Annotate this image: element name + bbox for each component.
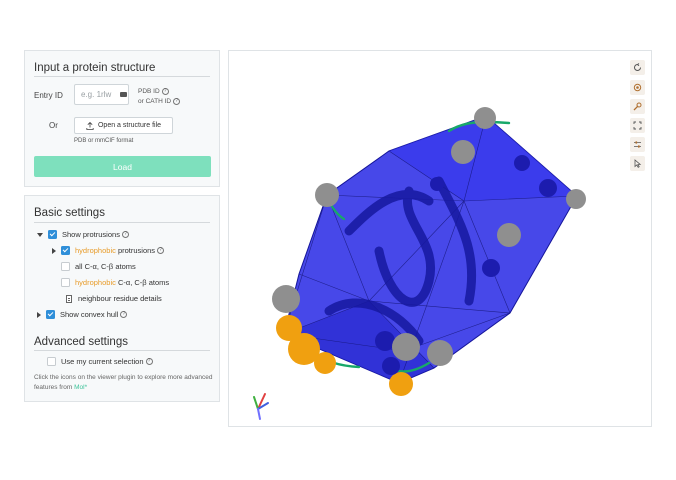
show-convex-hull-row[interactable]: Show convex hull ? <box>37 310 128 319</box>
document-icon <box>66 294 72 303</box>
axes-gizmo-icon <box>253 393 269 420</box>
entry-id-input[interactable] <box>74 84 129 105</box>
viewer-hint-text: Click the icons on the viewer plugin to … <box>34 373 214 393</box>
selection-mode-icon[interactable] <box>630 156 645 171</box>
molstar-viewer[interactable] <box>228 50 652 427</box>
orange-protrusion <box>288 333 320 365</box>
show-protrusions-row[interactable]: Show protrusions ? <box>37 230 129 239</box>
protrusions-label: protrusions <box>115 246 156 255</box>
hull-caret-icon[interactable] <box>37 311 41 318</box>
title-divider <box>34 76 210 77</box>
neighbour-details-label: neighbour residue details <box>78 294 162 303</box>
settings-panel: Basic settings Show protrusions ? hydrop… <box>24 195 220 402</box>
hydrophobic-keyword: hydrophobic <box>75 246 116 255</box>
input-panel-title: Input a protein structure <box>34 62 156 74</box>
advanced-settings-title: Advanced settings <box>34 336 128 348</box>
expand-icon[interactable] <box>630 118 645 133</box>
use-selection-checkbox[interactable] <box>47 357 56 366</box>
input-structure-panel: Input a protein structure Entry ID PDB I… <box>24 50 220 187</box>
all-atoms-checkbox[interactable] <box>61 262 70 271</box>
hull-help-icon[interactable]: ? <box>120 311 128 318</box>
open-file-label: Open a structure file <box>97 122 162 129</box>
advanced-divider <box>34 350 210 351</box>
all-atoms-label: all C-α, C-β atoms <box>75 262 136 271</box>
or-label: Or <box>49 121 58 130</box>
basic-settings-title: Basic settings <box>34 207 105 219</box>
reset-camera-icon[interactable] <box>630 60 645 75</box>
expand-caret-icon[interactable] <box>37 232 43 237</box>
settings-icon[interactable] <box>630 99 645 114</box>
hydrophobic-help-icon[interactable]: ? <box>157 247 165 254</box>
hydrophobic-atoms-keyword: hydrophobic <box>75 278 116 287</box>
show-convex-hull-label: Show convex hull <box>60 310 119 319</box>
pdb-id-hint: PDB ID? <box>138 87 169 96</box>
atoms-label: C-α, C-β atoms <box>115 278 170 287</box>
orange-protrusion <box>276 315 302 341</box>
show-convex-hull-checkbox[interactable] <box>46 310 55 319</box>
protein-scene[interactable] <box>229 51 652 427</box>
cath-id-hint: or CATH ID? <box>138 97 181 106</box>
selection-help-icon[interactable]: ? <box>145 358 153 365</box>
basic-divider <box>34 222 210 223</box>
neighbour-details-row[interactable]: neighbour residue details <box>66 294 162 303</box>
hydrophobic-atoms-row[interactable]: hydrophobic C-α, C-β atoms <box>61 278 169 287</box>
orange-protrusion <box>389 372 413 396</box>
hint-text: Click the icons on the viewer plugin to … <box>34 374 213 391</box>
open-structure-file-button[interactable]: Open a structure file <box>74 117 173 134</box>
hydrophobic-atoms-checkbox[interactable] <box>61 278 70 287</box>
show-protrusions-checkbox[interactable] <box>48 230 57 239</box>
screenshot-icon[interactable] <box>630 80 645 95</box>
inner-atoms <box>375 155 557 375</box>
use-selection-row[interactable]: Use my current selection ? <box>47 357 153 366</box>
keyboard-icon <box>120 92 127 97</box>
controls-icon[interactable] <box>630 137 645 152</box>
show-protrusions-label: Show protrusions <box>62 230 120 239</box>
use-selection-label: Use my current selection <box>61 357 144 366</box>
hydrophobic-protrusions <box>276 315 413 396</box>
all-atoms-row[interactable]: all C-α, C-β atoms <box>61 262 136 271</box>
entry-id-label: Entry ID <box>34 91 63 100</box>
pdb-help-icon[interactable]: ? <box>161 87 169 95</box>
upload-icon <box>86 121 94 130</box>
format-hint: PDB or mmCIF format <box>74 138 134 144</box>
protein-fold <box>324 176 477 346</box>
load-button[interactable]: Load <box>34 156 211 177</box>
protrusions-help-icon[interactable]: ? <box>121 231 129 238</box>
protrusion-atoms <box>272 107 586 366</box>
orange-protrusion <box>314 352 336 374</box>
molstar-link[interactable]: Mol* <box>74 384 88 391</box>
cath-help-icon[interactable]: ? <box>173 97 181 105</box>
collapse-caret-icon[interactable] <box>52 247 56 254</box>
hydrophobic-protrusions-checkbox[interactable] <box>61 246 70 255</box>
hydrophobic-protrusions-row[interactable]: hydrophobic protrusions ? <box>52 246 165 255</box>
